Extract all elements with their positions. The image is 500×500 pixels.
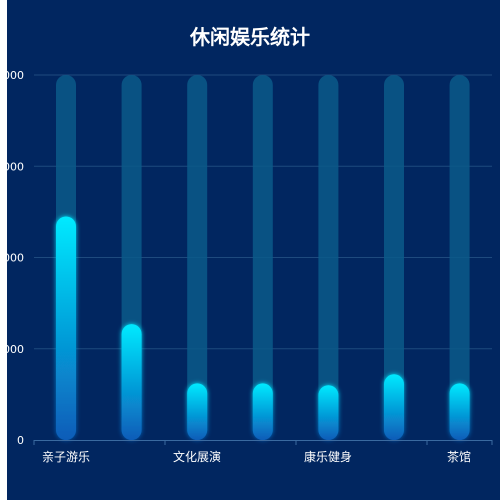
bar: [449, 383, 470, 440]
bar-track: [187, 75, 208, 440]
bar-track: [318, 75, 339, 440]
bar: [252, 383, 273, 440]
y-tick-label: 0: [17, 434, 24, 447]
x-tick-label: 亲子游乐: [42, 450, 90, 464]
y-tick-label: 000: [3, 343, 24, 356]
bar-track: [384, 75, 404, 440]
bar: [187, 383, 208, 440]
y-tick-label: 000: [3, 252, 24, 265]
bar: [121, 324, 142, 440]
y-tick-label: 000: [3, 160, 24, 173]
x-tick-label: 文化展演: [173, 449, 221, 464]
bar-track: [252, 75, 273, 440]
bar: [384, 374, 404, 440]
x-tick-label: 茶馆: [447, 449, 471, 464]
y-tick-label: 000: [3, 69, 24, 82]
x-tick-label: 康乐健身: [304, 449, 352, 464]
chart-title: 休闲娱乐统计: [190, 25, 310, 49]
bar: [56, 216, 76, 440]
bar: [318, 385, 339, 440]
bar-track: [449, 75, 470, 440]
bar-layer: [56, 216, 470, 440]
